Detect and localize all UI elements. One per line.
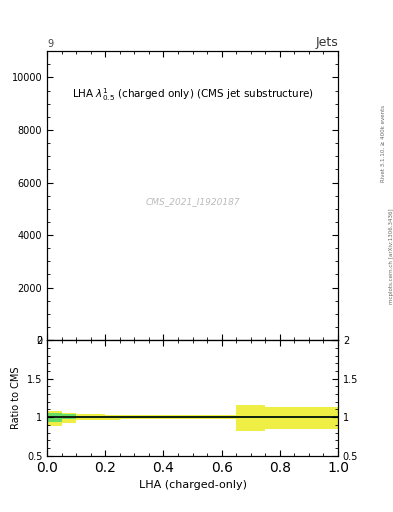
- Text: LHA $\lambda^{1}_{0.5}$ (charged only) (CMS jet substructure): LHA $\lambda^{1}_{0.5}$ (charged only) (…: [72, 86, 314, 103]
- Text: Rivet 3.1.10, ≥ 400k events: Rivet 3.1.10, ≥ 400k events: [381, 105, 386, 182]
- Y-axis label: Ratio to CMS: Ratio to CMS: [11, 367, 21, 429]
- Text: Jets: Jets: [315, 36, 338, 49]
- Text: CMS_2021_I1920187: CMS_2021_I1920187: [145, 197, 240, 206]
- Text: mcplots.cern.ch [arXiv:1306.3436]: mcplots.cern.ch [arXiv:1306.3436]: [389, 208, 393, 304]
- X-axis label: LHA (charged-only): LHA (charged-only): [139, 480, 246, 490]
- Text: 9: 9: [47, 38, 53, 49]
